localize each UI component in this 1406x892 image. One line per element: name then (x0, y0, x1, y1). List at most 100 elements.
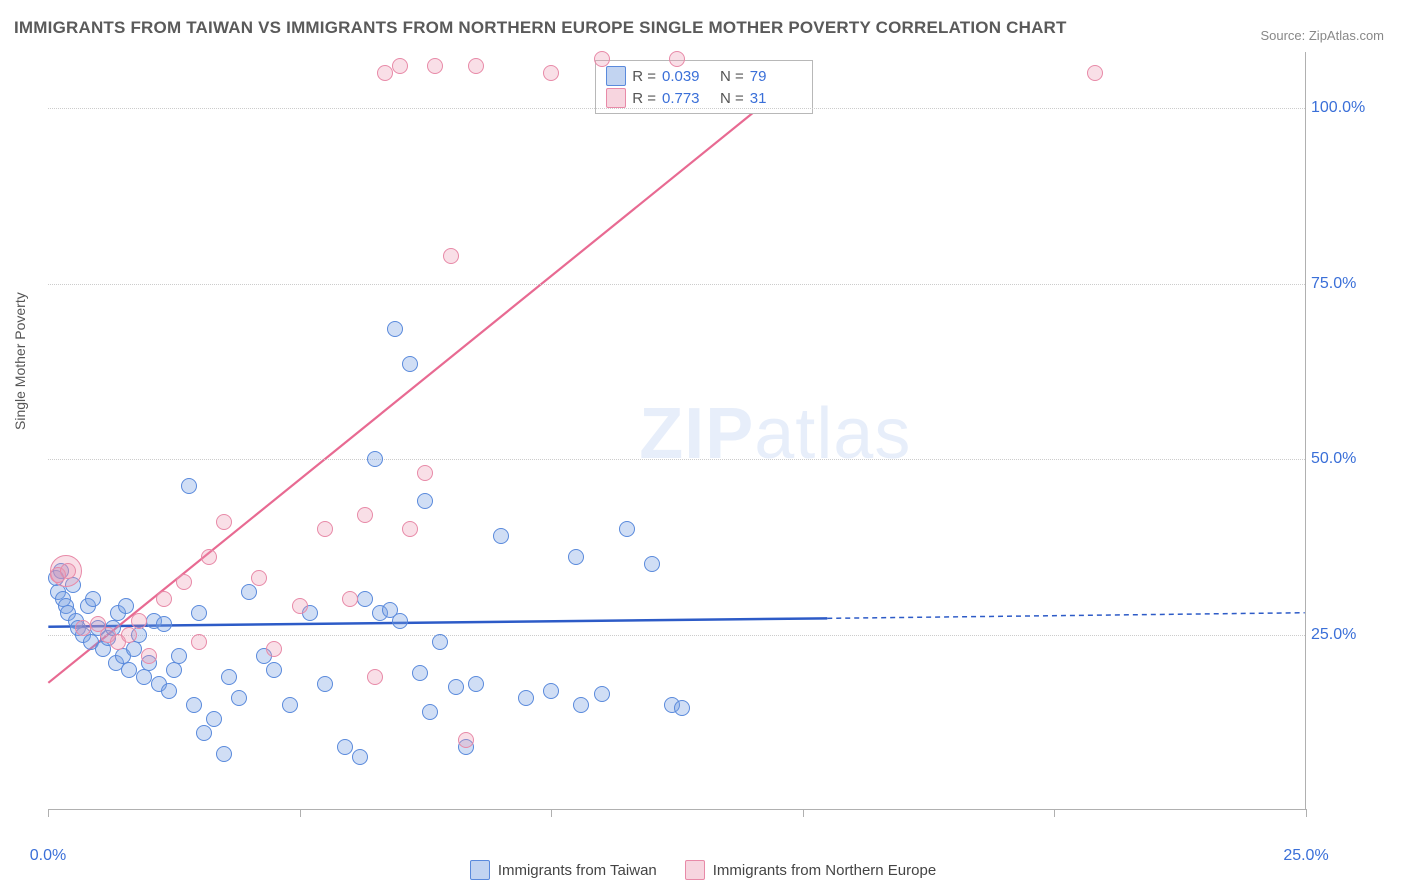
x-tick (48, 809, 49, 817)
scatter-point (352, 749, 368, 765)
scatter-point (206, 711, 222, 727)
source-attribution: Source: ZipAtlas.com (1260, 28, 1384, 43)
scatter-point (367, 669, 383, 685)
scatter-point (126, 641, 142, 657)
scatter-point (141, 648, 157, 664)
watermark-atlas: atlas (754, 394, 911, 474)
scatter-point (468, 58, 484, 74)
scatter-point (191, 605, 207, 621)
legend-label: Immigrants from Taiwan (498, 862, 657, 879)
series-legend: Immigrants from Taiwan Immigrants from N… (0, 860, 1406, 880)
scatter-point (644, 556, 660, 572)
scatter-point (402, 521, 418, 537)
scatter-point (669, 51, 685, 67)
swatch-icon (470, 860, 490, 880)
scatter-point (543, 683, 559, 699)
swatch-icon (606, 88, 626, 108)
scatter-point (75, 620, 91, 636)
scatter-point (317, 676, 333, 692)
scatter-point (594, 51, 610, 67)
scatter-point (266, 662, 282, 678)
r-label: R = (632, 90, 656, 107)
scatter-point (337, 739, 353, 755)
scatter-point (427, 58, 443, 74)
r-label: R = (632, 68, 656, 85)
x-tick (300, 809, 301, 817)
y-tick-label: 25.0% (1311, 626, 1391, 644)
scatter-point (156, 616, 172, 632)
scatter-point (201, 549, 217, 565)
scatter-point (121, 662, 137, 678)
scatter-point (443, 248, 459, 264)
scatter-point (402, 356, 418, 372)
scatter-point (60, 563, 76, 579)
swatch-icon (685, 860, 705, 880)
watermark-zip: ZIP (639, 394, 754, 474)
scatter-point (231, 690, 247, 706)
scatter-point (251, 570, 267, 586)
legend-item-taiwan: Immigrants from Taiwan (470, 860, 657, 880)
correlation-legend: R =0.039N =79R =0.773N =31 (595, 60, 813, 114)
n-value: 31 (750, 90, 802, 107)
y-tick-label: 100.0% (1311, 99, 1391, 117)
scatter-point (417, 493, 433, 509)
y-tick-label: 50.0% (1311, 450, 1391, 468)
scatter-point (412, 665, 428, 681)
scatter-point (342, 591, 358, 607)
swatch-icon (606, 66, 626, 86)
scatter-point (417, 465, 433, 481)
scatter-point (392, 58, 408, 74)
scatter-point (357, 591, 373, 607)
scatter-point (317, 521, 333, 537)
r-value: 0.773 (662, 90, 714, 107)
legend-row: R = 0.773 N = 31 (606, 87, 802, 109)
scatter-point (493, 528, 509, 544)
legend-label: Immigrants from Northern Europe (713, 862, 936, 879)
scatter-point (186, 697, 202, 713)
gridline (48, 459, 1305, 460)
scatter-point (357, 507, 373, 523)
n-label: N = (720, 68, 744, 85)
trend-line-extension (827, 613, 1304, 619)
scatter-point (131, 613, 147, 629)
scatter-point (176, 574, 192, 590)
y-tick-label: 75.0% (1311, 275, 1391, 293)
chart-title: IMMIGRANTS FROM TAIWAN VS IMMIGRANTS FRO… (14, 18, 1067, 38)
scatter-point (156, 591, 172, 607)
scatter-point (266, 641, 282, 657)
scatter-point (292, 598, 308, 614)
scatter-point (543, 65, 559, 81)
scatter-point (181, 478, 197, 494)
scatter-point (1087, 65, 1103, 81)
scatter-point (221, 669, 237, 685)
scatter-point (392, 613, 408, 629)
scatter-point (448, 679, 464, 695)
gridline (48, 108, 1305, 109)
gridline (48, 635, 1305, 636)
x-tick (551, 809, 552, 817)
scatter-point (161, 683, 177, 699)
scatter-point (568, 549, 584, 565)
scatter-point (85, 591, 101, 607)
gridline (48, 284, 1305, 285)
n-value: 79 (750, 68, 802, 85)
legend-row: R =0.039N =79 (606, 65, 802, 87)
x-tick (803, 809, 804, 817)
plot-area: ZIPatlas R =0.039N =79R =0.773N =31 25.0… (48, 52, 1306, 810)
scatter-point (118, 598, 134, 614)
x-tick (1306, 809, 1307, 817)
scatter-point (216, 746, 232, 762)
n-label: N = (720, 90, 744, 107)
scatter-point (468, 676, 484, 692)
scatter-point (573, 697, 589, 713)
legend-item-northern-europe: Immigrants from Northern Europe (685, 860, 936, 880)
scatter-point (674, 700, 690, 716)
scatter-point (196, 725, 212, 741)
scatter-point (458, 732, 474, 748)
watermark: ZIPatlas (639, 393, 911, 475)
scatter-point (422, 704, 438, 720)
scatter-point (377, 65, 393, 81)
scatter-point (594, 686, 610, 702)
scatter-point (518, 690, 534, 706)
scatter-point (432, 634, 448, 650)
